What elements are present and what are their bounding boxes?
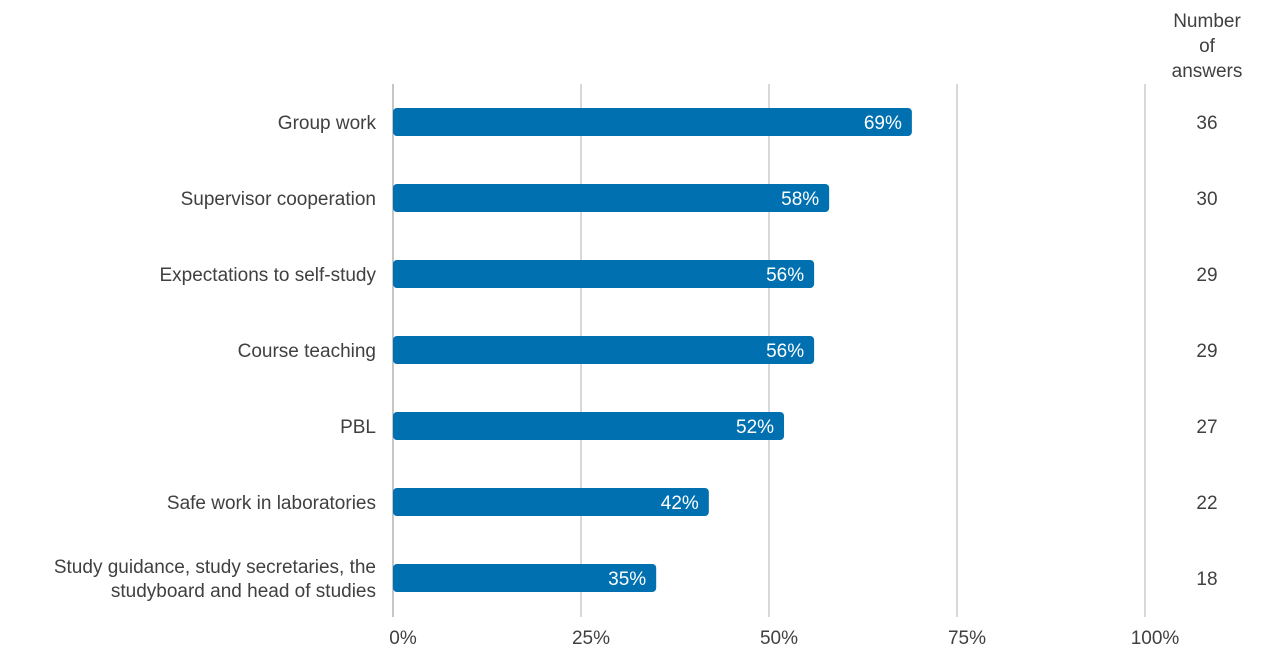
category-label: Study guidance, study secretaries, the [54,557,376,578]
data-label: 52% [736,417,774,438]
category-label: Safe work in laboratories [167,493,376,514]
category-label: Course teaching [238,341,376,362]
bar [393,488,709,516]
x-tick-label: 75% [948,628,986,649]
data-label: 58% [781,189,819,210]
data-label: 69% [864,113,902,134]
count-header-line: of [1199,36,1216,57]
bar [393,108,912,136]
bar [393,184,830,212]
x-tick-label: 25% [572,628,610,649]
category-label: Supervisor cooperation [181,189,376,210]
count-header-line: answers [1172,61,1243,82]
answer-count: 29 [1196,341,1217,362]
data-label: 56% [766,265,804,286]
data-label: 35% [608,569,646,590]
answer-count: 18 [1196,569,1217,590]
category-label: Group work [278,113,377,134]
data-label: 56% [766,341,804,362]
answer-count: 22 [1196,493,1217,514]
bar [393,412,785,440]
answer-count: 36 [1196,113,1217,134]
bar [393,336,815,364]
bar [393,564,657,592]
answer-count: 29 [1196,265,1217,286]
answer-count: 30 [1196,189,1217,210]
data-label: 42% [661,493,699,514]
category-label: studyboard and head of studies [111,581,376,602]
x-tick-label: 0% [389,628,417,649]
category-label: Expectations to self-study [160,265,377,286]
count-header-line: Number [1173,11,1241,32]
x-tick-label: 50% [760,628,798,649]
category-label: PBL [340,417,376,438]
x-tick-label: 100% [1131,628,1180,649]
answer-count: 27 [1196,417,1217,438]
bar [393,260,815,288]
